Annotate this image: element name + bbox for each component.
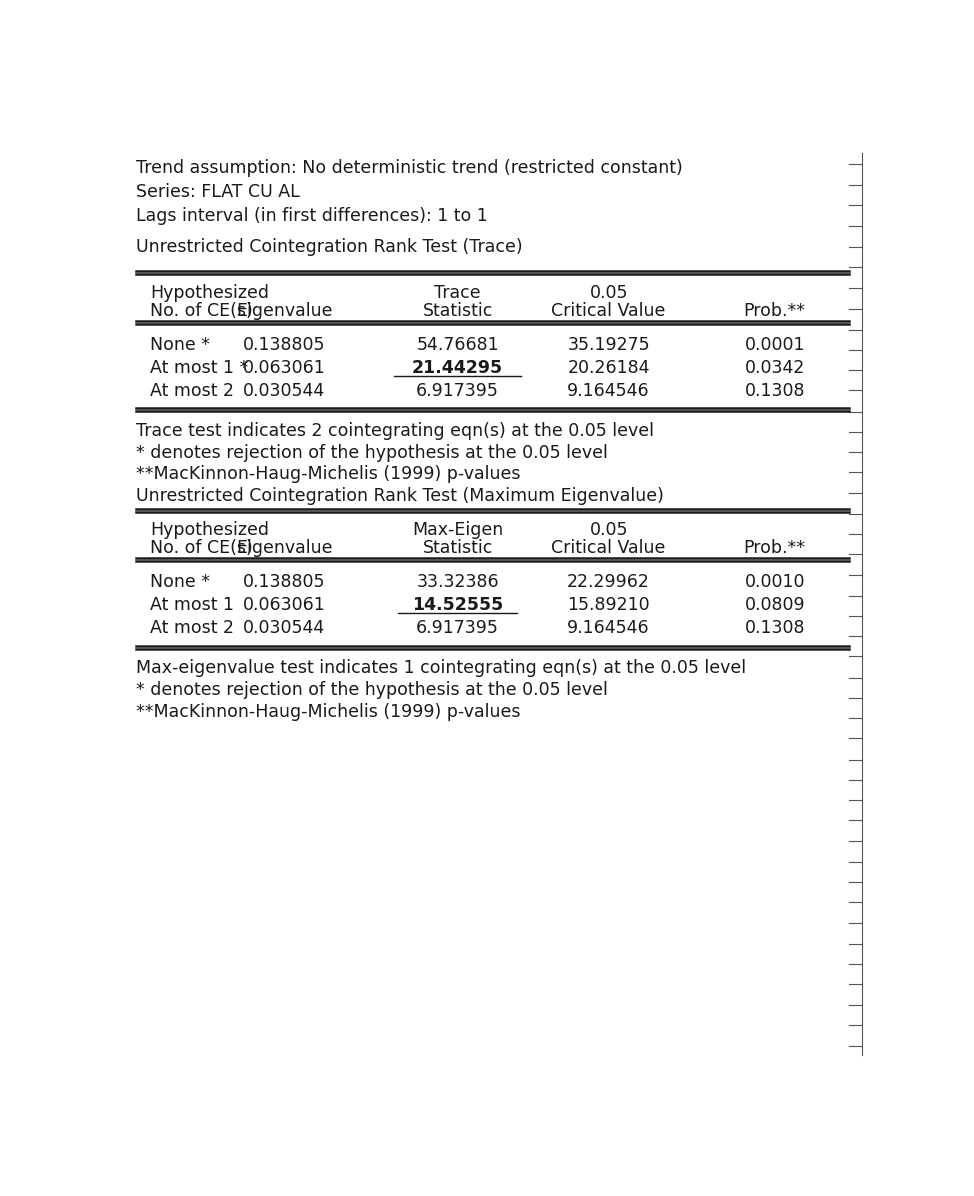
- Text: 22.29962: 22.29962: [567, 573, 650, 591]
- Text: **MacKinnon-Haug-Michelis (1999) p-values: **MacKinnon-Haug-Michelis (1999) p-value…: [135, 702, 520, 720]
- Text: At most 2: At most 2: [150, 383, 235, 401]
- Text: 0.0010: 0.0010: [744, 573, 805, 591]
- Text: 9.164546: 9.164546: [567, 383, 650, 401]
- Text: Trace: Trace: [434, 283, 481, 301]
- Text: None *: None *: [150, 573, 210, 591]
- Text: No. of CE(s): No. of CE(s): [150, 303, 253, 321]
- Text: Unrestricted Cointegration Rank Test (Trace): Unrestricted Cointegration Rank Test (Tr…: [135, 238, 522, 256]
- Text: 0.1308: 0.1308: [744, 383, 805, 401]
- Text: Statistic: Statistic: [423, 539, 493, 557]
- Text: 0.063061: 0.063061: [243, 597, 325, 615]
- Text: 0.063061: 0.063061: [243, 359, 325, 377]
- Text: 6.917395: 6.917395: [416, 383, 499, 401]
- Text: * denotes rejection of the hypothesis at the 0.05 level: * denotes rejection of the hypothesis at…: [135, 444, 608, 462]
- Text: Hypothesized: Hypothesized: [150, 520, 270, 539]
- Text: Lags interval (in first differences): 1 to 1: Lags interval (in first differences): 1 …: [135, 207, 487, 225]
- Text: 0.0809: 0.0809: [744, 597, 805, 615]
- Text: 0.0342: 0.0342: [744, 359, 805, 377]
- Text: Statistic: Statistic: [423, 303, 493, 321]
- Text: 20.26184: 20.26184: [568, 359, 650, 377]
- Text: Series: FLAT CU AL: Series: FLAT CU AL: [135, 183, 299, 201]
- Text: Critical Value: Critical Value: [551, 303, 666, 321]
- Text: 0.030544: 0.030544: [243, 383, 325, 401]
- Text: Max-eigenvalue test indicates 1 cointegrating eqn(s) at the 0.05 level: Max-eigenvalue test indicates 1 cointegr…: [135, 659, 746, 677]
- Text: 0.05: 0.05: [589, 283, 628, 301]
- Text: None *: None *: [150, 336, 210, 354]
- Text: 14.52555: 14.52555: [412, 597, 504, 615]
- Text: Eigenvalue: Eigenvalue: [236, 303, 332, 321]
- Text: Eigenvalue: Eigenvalue: [236, 539, 332, 557]
- Text: **MacKinnon-Haug-Michelis (1999) p-values: **MacKinnon-Haug-Michelis (1999) p-value…: [135, 465, 520, 483]
- Text: 0.05: 0.05: [589, 520, 628, 539]
- Text: 9.164546: 9.164546: [567, 620, 650, 637]
- Text: 21.44295: 21.44295: [412, 359, 504, 377]
- Text: 0.0001: 0.0001: [744, 336, 805, 354]
- Text: 35.19275: 35.19275: [567, 336, 650, 354]
- Text: Prob.**: Prob.**: [744, 303, 805, 321]
- Text: Trend assumption: No deterministic trend (restricted constant): Trend assumption: No deterministic trend…: [135, 159, 683, 177]
- Text: 33.32386: 33.32386: [416, 573, 499, 591]
- Text: Max-Eigen: Max-Eigen: [412, 520, 504, 539]
- Text: 15.89210: 15.89210: [567, 597, 650, 615]
- Text: 0.138805: 0.138805: [243, 573, 325, 591]
- Text: 0.1308: 0.1308: [744, 620, 805, 637]
- Text: At most 1 *: At most 1 *: [150, 359, 248, 377]
- Text: 0.138805: 0.138805: [243, 336, 325, 354]
- Text: No. of CE(s): No. of CE(s): [150, 539, 253, 557]
- Text: * denotes rejection of the hypothesis at the 0.05 level: * denotes rejection of the hypothesis at…: [135, 681, 608, 698]
- Text: At most 2: At most 2: [150, 620, 235, 637]
- Text: 0.030544: 0.030544: [243, 620, 325, 637]
- Text: Trace test indicates 2 cointegrating eqn(s) at the 0.05 level: Trace test indicates 2 cointegrating eqn…: [135, 422, 654, 440]
- Text: 54.76681: 54.76681: [416, 336, 499, 354]
- Text: Unrestricted Cointegration Rank Test (Maximum Eigenvalue): Unrestricted Cointegration Rank Test (Ma…: [135, 487, 663, 505]
- Text: Hypothesized: Hypothesized: [150, 283, 270, 301]
- Text: Critical Value: Critical Value: [551, 539, 666, 557]
- Text: 6.917395: 6.917395: [416, 620, 499, 637]
- Text: At most 1: At most 1: [150, 597, 235, 615]
- Text: Prob.**: Prob.**: [744, 539, 805, 557]
